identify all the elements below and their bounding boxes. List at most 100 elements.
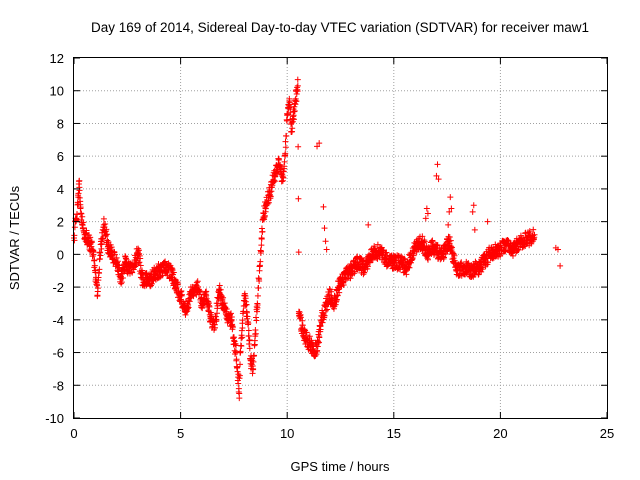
data-point xyxy=(234,368,241,375)
data-point xyxy=(100,221,107,228)
data-point xyxy=(320,203,327,210)
data-point xyxy=(238,342,245,349)
data-point xyxy=(283,117,290,124)
data-point xyxy=(433,248,440,255)
data-point xyxy=(239,317,246,324)
data-point xyxy=(250,365,257,372)
data-point xyxy=(71,224,78,231)
y-tick-label: 4 xyxy=(57,182,64,197)
data-point xyxy=(364,263,371,270)
data-point xyxy=(295,195,302,202)
data-point xyxy=(295,249,302,256)
data-point xyxy=(354,259,361,266)
data-point xyxy=(145,277,152,284)
data-point xyxy=(205,298,212,305)
data-point xyxy=(469,208,476,215)
data-point xyxy=(412,243,419,250)
x-tick-label: 5 xyxy=(177,426,184,441)
data-point xyxy=(505,237,512,244)
data-point xyxy=(322,238,329,245)
data-point xyxy=(97,252,104,259)
data-point xyxy=(333,296,340,303)
data-point xyxy=(109,251,116,258)
axis-ticks: 0 5 10 15 20 25 -10 -8 -6 -4 -2 0 2 4 6 8 10 12 xyxy=(45,51,614,441)
data-point xyxy=(361,269,368,276)
data-point xyxy=(249,370,256,377)
data-point xyxy=(75,194,82,201)
data-point xyxy=(147,271,154,278)
data-point xyxy=(169,271,176,277)
data-point xyxy=(317,323,324,330)
data-point xyxy=(328,288,335,295)
data-point xyxy=(321,225,328,232)
data-point xyxy=(339,275,346,282)
data-point xyxy=(382,256,389,263)
data-point xyxy=(279,177,286,184)
y-tick-label: 2 xyxy=(57,215,64,230)
data-point xyxy=(220,294,227,301)
y-tick-label: 0 xyxy=(57,247,64,262)
data-point xyxy=(254,292,261,299)
data-point xyxy=(281,158,288,165)
data-point xyxy=(448,205,455,212)
data-point xyxy=(220,300,227,307)
y-tick-label: 12 xyxy=(50,51,64,66)
data-point xyxy=(423,205,430,212)
plot-frame xyxy=(73,57,608,419)
data-point xyxy=(215,287,222,294)
data-point xyxy=(424,210,431,217)
data-point xyxy=(137,262,144,269)
data-point xyxy=(242,302,249,309)
data-point xyxy=(251,352,258,359)
data-point xyxy=(283,132,290,139)
data-point xyxy=(315,339,322,346)
data-point xyxy=(515,246,522,253)
data-point xyxy=(281,165,288,172)
data-point xyxy=(223,305,230,312)
data-point xyxy=(493,248,500,255)
data-point xyxy=(425,256,431,263)
data-point xyxy=(130,264,137,271)
data-point xyxy=(518,238,525,245)
data-point xyxy=(470,202,477,209)
data-point xyxy=(228,310,235,317)
data-point xyxy=(295,143,302,150)
data-point xyxy=(340,281,347,288)
data-point xyxy=(316,333,323,340)
y-tick-label: -4 xyxy=(52,313,64,328)
data-point xyxy=(218,293,225,300)
data-point xyxy=(246,345,253,352)
data-point xyxy=(122,259,129,266)
data-point xyxy=(214,300,221,307)
data-point xyxy=(401,255,408,262)
data-point xyxy=(92,267,99,274)
data-point xyxy=(446,238,453,245)
data-point xyxy=(245,327,252,334)
data-point xyxy=(228,316,235,323)
data-point xyxy=(80,219,87,226)
data-point xyxy=(88,239,95,246)
data-point xyxy=(290,112,297,119)
data-point xyxy=(241,297,248,304)
data-point xyxy=(237,342,244,349)
data-point xyxy=(467,267,474,274)
data-point xyxy=(193,279,200,286)
x-tick-label: 15 xyxy=(387,426,401,441)
data-point xyxy=(287,109,294,116)
data-point xyxy=(260,210,267,217)
data-point xyxy=(369,251,376,258)
data-point xyxy=(90,248,97,255)
data-point xyxy=(194,284,201,291)
data-point xyxy=(269,182,276,189)
data-point xyxy=(397,259,404,266)
data-point xyxy=(243,301,250,308)
x-tick-label: 0 xyxy=(70,426,77,441)
data-point xyxy=(471,226,478,233)
data-point xyxy=(237,349,244,356)
y-tick-label: 6 xyxy=(57,149,64,164)
data-point xyxy=(126,267,133,274)
data-point xyxy=(230,341,237,348)
data-point xyxy=(134,248,141,255)
